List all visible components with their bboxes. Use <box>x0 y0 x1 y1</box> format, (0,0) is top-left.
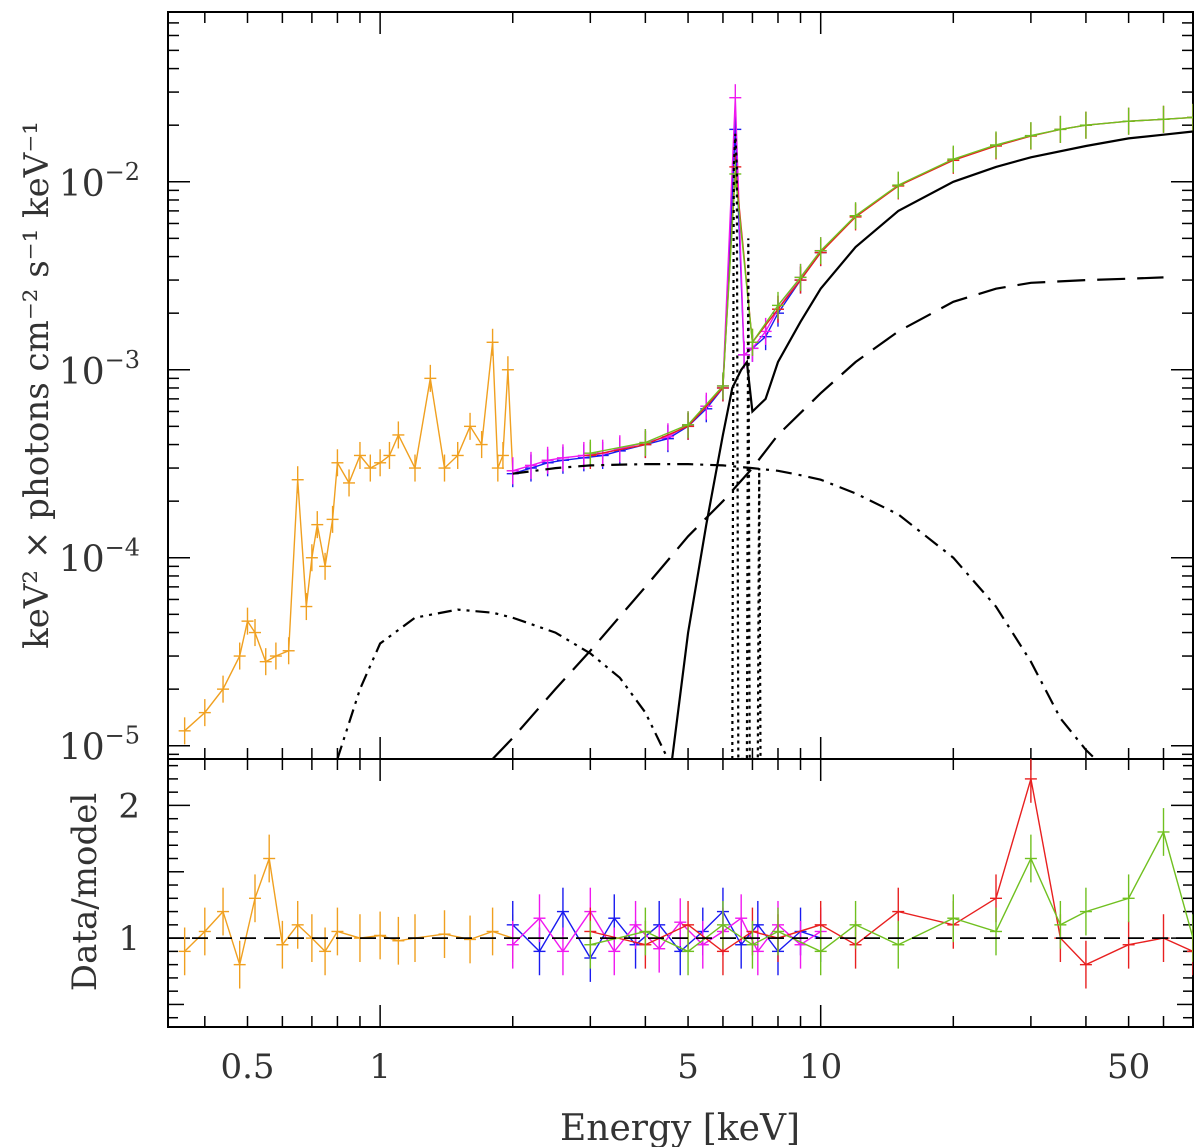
model-component-solid <box>671 130 1193 759</box>
data-series-2 <box>506 887 827 976</box>
data-series-4 <box>584 103 1193 467</box>
axis-ticks <box>168 11 1194 1027</box>
x-tick-label: 1 <box>369 1047 391 1087</box>
spectrum-data-series <box>178 84 1193 745</box>
y-tick-label: 10−4 <box>59 534 140 581</box>
data-series-1 <box>506 115 827 488</box>
x-tick-label: 5 <box>677 1047 699 1087</box>
data-series-line <box>590 116 1193 457</box>
model-component-dashdotdot <box>336 608 669 759</box>
ratio-y-tick-label: 2 <box>118 786 140 826</box>
spectrum-panel-frame <box>167 11 1194 760</box>
data-series-0 <box>178 834 519 989</box>
data-series-line <box>184 858 513 968</box>
model-component-dotted <box>731 133 762 759</box>
data-series-line <box>590 116 1193 454</box>
data-series-0 <box>178 328 519 745</box>
data-series-4 <box>584 808 1193 976</box>
data-series-line <box>184 342 514 732</box>
y-axis-label-ratio: Data/model <box>65 793 105 991</box>
y-tick-label: 10−5 <box>59 722 140 769</box>
model-component-dashdot <box>512 463 1097 759</box>
ratio-y-tick-label: 1 <box>118 919 140 959</box>
data-series-2 <box>506 84 827 485</box>
x-tick-label: 50 <box>1107 1047 1150 1087</box>
data-series-line <box>512 129 822 475</box>
spectrum-model-components <box>336 130 1193 759</box>
data-series-line <box>512 97 822 472</box>
data-series-3 <box>584 759 1193 989</box>
y-tick-label: 10−3 <box>59 346 140 393</box>
model-component-longdash <box>491 276 1164 759</box>
y-tick-label: 10−2 <box>59 158 140 205</box>
x-tick-label: 0.5 <box>220 1047 274 1087</box>
tick-labels: 10−5 10−4 10−3 10−2 1 2 0.5 1 5 10 50 <box>59 158 1150 1087</box>
ratio-panel-frame <box>167 758 1194 1028</box>
data-series-3 <box>584 103 1193 469</box>
ratio-data-series <box>178 759 1193 989</box>
y-axis-label-spectrum: keV² × photons cm⁻² s⁻¹ keV⁻¹ <box>17 121 57 649</box>
x-tick-label: 10 <box>799 1047 842 1087</box>
x-axis-label: Energy [keV] <box>560 1108 800 1147</box>
